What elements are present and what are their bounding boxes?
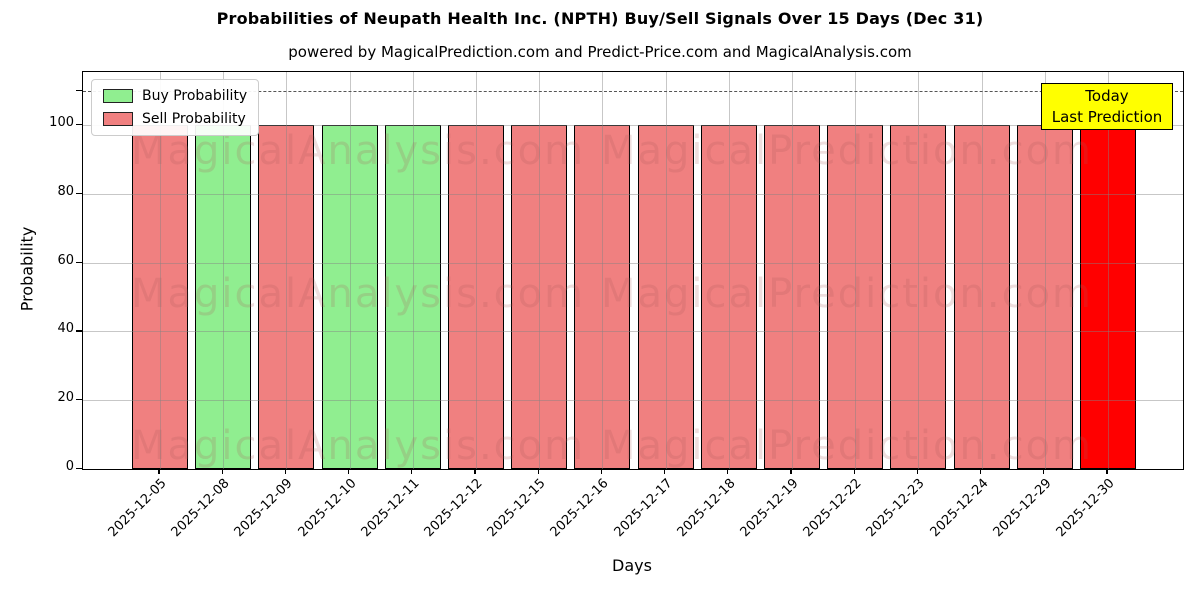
x-tick-mark bbox=[474, 468, 476, 474]
x-tick-mark bbox=[537, 468, 539, 474]
x-tick-mark bbox=[1106, 468, 1108, 474]
x-tick-mark bbox=[158, 468, 160, 474]
x-axis-label: Days bbox=[612, 556, 652, 575]
y-tick-mark bbox=[76, 330, 82, 332]
x-tick-label: 2025-12-11 bbox=[358, 476, 423, 541]
bar-2025-12-12 bbox=[448, 124, 504, 469]
y-tick-label: 40 bbox=[57, 321, 74, 337]
x-tick-mark bbox=[1043, 468, 1045, 474]
bar-2025-12-05 bbox=[132, 124, 188, 469]
x-tick-label: 2025-12-08 bbox=[168, 476, 233, 541]
x-tick-label: 2025-12-29 bbox=[990, 476, 1055, 541]
y-tick-mark bbox=[76, 261, 82, 263]
x-tick-label: 2025-12-09 bbox=[231, 476, 296, 541]
x-tick-label: 2025-12-30 bbox=[1053, 476, 1118, 541]
x-tick-label: 2025-12-05 bbox=[105, 476, 170, 541]
bar-2025-12-08 bbox=[195, 124, 252, 469]
x-tick-mark bbox=[853, 468, 855, 474]
bar-2025-12-09 bbox=[258, 124, 315, 469]
x-tick-mark bbox=[284, 468, 287, 474]
y-tick-label: 80 bbox=[57, 183, 74, 199]
bar-2025-12-18 bbox=[700, 124, 757, 469]
x-tick-label: 2025-12-15 bbox=[484, 476, 549, 541]
chart-title: Probabilities of Neupath Health Inc. (NP… bbox=[216, 9, 984, 28]
y-axis-label: Probability bbox=[17, 226, 37, 312]
x-tick-label: 2025-12-10 bbox=[295, 476, 360, 541]
legend-item-buy: Buy Probability bbox=[103, 88, 247, 104]
bar-2025-12-19 bbox=[764, 124, 820, 469]
today-annotation: Today Last Prediction bbox=[1041, 83, 1173, 130]
today-annotation-line2: Last Prediction bbox=[1051, 108, 1163, 126]
x-tick-mark bbox=[348, 468, 350, 474]
x-tick-mark bbox=[664, 468, 666, 474]
x-tick-mark bbox=[221, 468, 223, 474]
today-annotation-line1: Today bbox=[1085, 87, 1129, 105]
bar-2025-12-30 bbox=[1080, 124, 1136, 469]
x-tick-label: 2025-12-16 bbox=[547, 476, 612, 541]
bar-2025-12-10 bbox=[321, 124, 378, 469]
threshold-dashed-line bbox=[83, 90, 1183, 92]
bar-2025-12-24 bbox=[953, 124, 1010, 469]
x-tick-label: 2025-12-18 bbox=[674, 476, 739, 541]
y-tick-mark bbox=[76, 468, 82, 470]
y-tick-mark bbox=[76, 123, 82, 126]
y-tick-label: 20 bbox=[57, 390, 74, 406]
legend-label-sell: Sell Probability bbox=[142, 111, 246, 127]
x-tick-label: 2025-12-17 bbox=[611, 476, 676, 541]
y-tick-label: 100 bbox=[49, 114, 74, 130]
x-tick-mark bbox=[411, 468, 413, 474]
y-tick-mark bbox=[76, 399, 82, 401]
bar-2025-12-29 bbox=[1016, 124, 1073, 469]
x-tick-mark bbox=[727, 468, 729, 474]
y-tick-label: 60 bbox=[57, 252, 74, 268]
x-tick-label: 2025-12-19 bbox=[737, 476, 802, 541]
x-tick-label: 2025-12-12 bbox=[421, 476, 486, 541]
x-tick-label: 2025-12-23 bbox=[863, 476, 928, 541]
y-tick-mark bbox=[76, 192, 82, 195]
x-tick-mark bbox=[916, 468, 919, 474]
sell-swatch-icon bbox=[103, 112, 133, 126]
y-tick-label: 0 bbox=[65, 459, 74, 474]
bar-2025-12-15 bbox=[511, 124, 568, 469]
y-tick-mark bbox=[76, 89, 82, 91]
chart-subtitle: powered by MagicalPrediction.com and Pre… bbox=[288, 43, 912, 61]
x-tick-mark bbox=[790, 468, 792, 474]
bar-2025-12-11 bbox=[384, 124, 441, 469]
legend-item-sell: Sell Probability bbox=[103, 111, 247, 127]
x-tick-mark bbox=[980, 468, 982, 474]
plot-area: Buy Probability Sell Probability Today L… bbox=[82, 71, 1184, 470]
legend-label-buy: Buy Probability bbox=[142, 88, 248, 104]
x-tick-label: 2025-12-24 bbox=[927, 476, 992, 541]
bar-2025-12-22 bbox=[827, 124, 884, 469]
bar-2025-12-16 bbox=[574, 124, 631, 469]
bar-2025-12-17 bbox=[637, 124, 694, 469]
x-tick-label: 2025-12-22 bbox=[800, 476, 865, 541]
bar-2025-12-23 bbox=[890, 124, 947, 469]
x-tick-mark bbox=[600, 468, 603, 474]
buy-swatch-icon bbox=[103, 89, 133, 103]
legend: Buy Probability Sell Probability bbox=[91, 79, 260, 136]
